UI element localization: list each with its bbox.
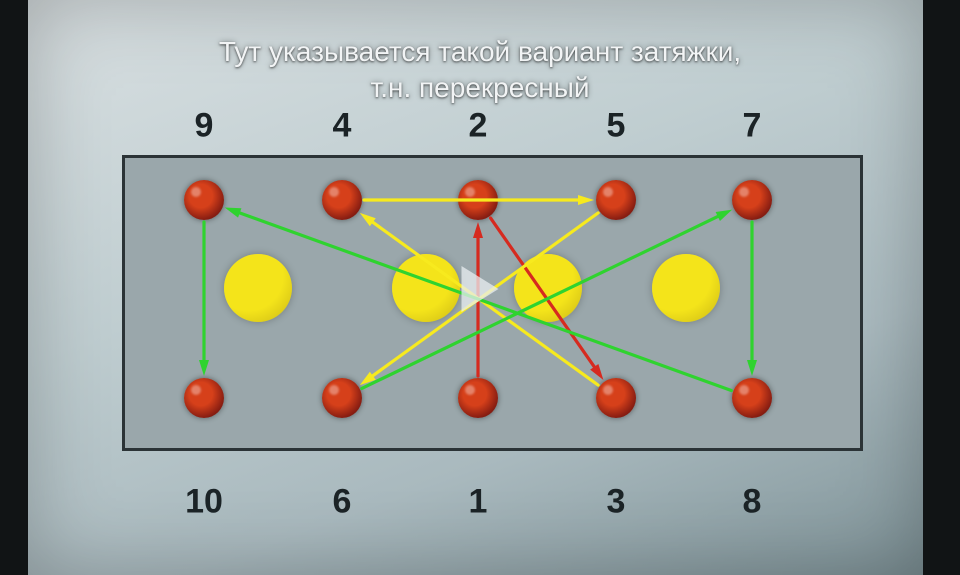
diagram-stage: Тут указывается такой вариант затяжки, т… bbox=[0, 0, 960, 575]
bolt-label-top: 7 bbox=[743, 107, 762, 146]
bolt-label-top: 4 bbox=[333, 107, 352, 146]
bolt bbox=[732, 180, 772, 220]
bolt-label-bottom: 10 bbox=[185, 483, 223, 522]
bolt-label-bottom: 3 bbox=[607, 483, 626, 522]
bolt bbox=[322, 180, 362, 220]
cylinder-bore bbox=[514, 254, 582, 322]
cylinder-bore bbox=[224, 254, 292, 322]
bolt bbox=[458, 180, 498, 220]
title-line-1: Тут указывается такой вариант затяжки, bbox=[0, 36, 960, 68]
bolt-label-top: 5 bbox=[607, 107, 626, 146]
title-line-2: т.н. перекресный bbox=[0, 72, 960, 104]
bolt-label-top: 9 bbox=[195, 107, 214, 146]
bolt-label-bottom: 1 bbox=[469, 483, 488, 522]
bolt bbox=[596, 180, 636, 220]
bolt-label-bottom: 8 bbox=[743, 483, 762, 522]
head-plate-tab bbox=[802, 155, 863, 451]
bolt bbox=[184, 180, 224, 220]
cylinder-bore bbox=[652, 254, 720, 322]
cylinder-bore bbox=[392, 254, 460, 322]
bolt bbox=[184, 378, 224, 418]
bolt-label-bottom: 6 bbox=[333, 483, 352, 522]
bolt-label-top: 2 bbox=[469, 107, 488, 146]
bolt bbox=[596, 378, 636, 418]
bolt bbox=[322, 378, 362, 418]
play-icon[interactable] bbox=[462, 266, 499, 312]
bolt bbox=[458, 378, 498, 418]
bolt bbox=[732, 378, 772, 418]
